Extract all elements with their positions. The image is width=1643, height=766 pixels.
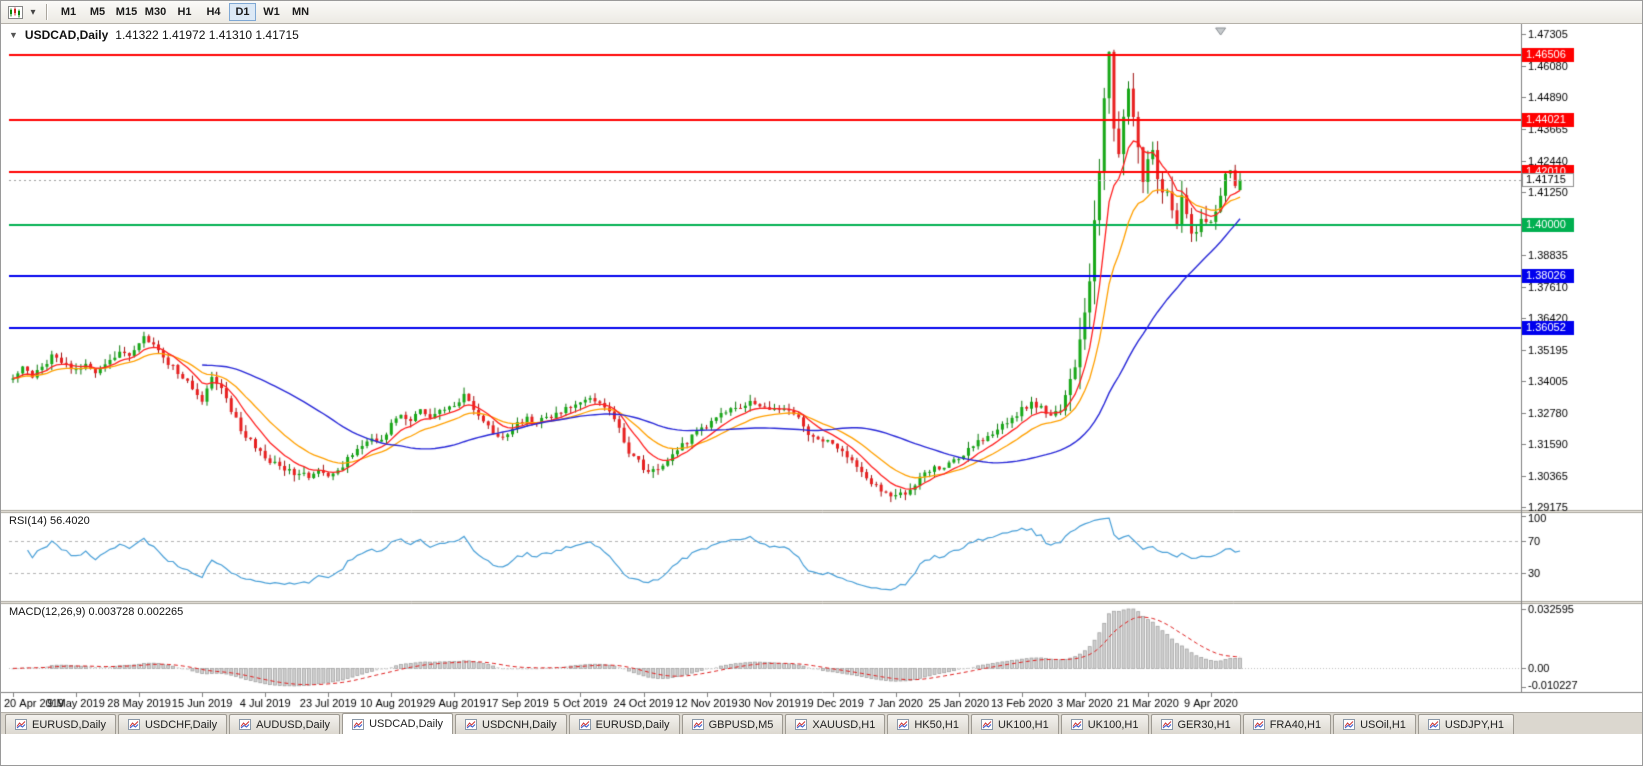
chart-title: ▼ USDCAD,Daily 1.41322 1.41972 1.41310 1… xyxy=(9,28,299,42)
chart-tab-icon xyxy=(980,719,993,730)
chart-tab-usdjpy-h1[interactable]: USDJPY,H1 xyxy=(1417,714,1515,734)
chart-tab-icon xyxy=(1427,719,1440,730)
timeframe-toolbar: ▾ M1 M5 M15 M30 H1 H4 D1 W1 MN xyxy=(1,1,1642,24)
chart-tab-usdchf-daily[interactable]: USDCHF,Daily xyxy=(117,714,228,734)
chart-tab-uk100-h1[interactable]: UK100,H1 xyxy=(1060,714,1149,734)
chart-tab-usoil-h1[interactable]: USOil,H1 xyxy=(1333,714,1416,734)
timeframe-button-d1[interactable]: D1 xyxy=(229,3,256,21)
timeframe-button-m1[interactable]: M1 xyxy=(55,3,82,21)
chart-tab-fra40-h1[interactable]: FRA40,H1 xyxy=(1242,714,1332,734)
chart-tab-label: GER30,H1 xyxy=(1177,718,1231,731)
chart-tab-icon xyxy=(795,719,808,730)
chart-area: ▼ USDCAD,Daily 1.41322 1.41972 1.41310 1… xyxy=(1,24,1642,712)
chart-tab-usdcad-daily[interactable]: USDCAD,Daily xyxy=(342,713,454,734)
timeframe-button-m15[interactable]: M15 xyxy=(113,3,140,21)
chart-tab-label: USDCHF,Daily xyxy=(144,718,218,731)
timeframe-button-w1[interactable]: W1 xyxy=(258,3,285,21)
price-chart-canvas[interactable] xyxy=(1,24,1642,712)
timeframe-button-mn[interactable]: MN xyxy=(287,3,314,21)
macd-indicator-label: MACD(12,26,9) 0.003728 0.002265 xyxy=(9,606,184,618)
chart-tab-label: USDCAD,Daily xyxy=(369,718,444,730)
chart-tab-label: XAUUSD,H1 xyxy=(812,718,876,731)
chart-tab-icon xyxy=(1343,719,1356,730)
chart-tab-label: AUDUSD,Daily xyxy=(256,718,331,731)
timeframe-button-m5[interactable]: M5 xyxy=(84,3,111,21)
chart-tab-bar: EURUSD,Daily USDCHF,Daily AUDUSD,Daily USDC… xyxy=(1,712,1642,734)
chart-tab-ger30-h1[interactable]: GER30,H1 xyxy=(1150,714,1241,734)
chart-tab-icon xyxy=(239,719,252,730)
chart-tab-label: GBPUSD,M5 xyxy=(708,718,774,731)
chart-type-icon[interactable] xyxy=(5,3,25,21)
chart-tab-icon xyxy=(578,719,591,730)
chart-tab-icon xyxy=(127,719,140,730)
chart-tab-label: USDCNH,Daily xyxy=(482,718,557,731)
chart-tab-icon xyxy=(1252,719,1265,730)
chart-tab-label: HK50,H1 xyxy=(914,718,959,731)
toolbar-separator xyxy=(46,4,47,20)
chart-tab-uk100-h1[interactable]: UK100,H1 xyxy=(970,714,1059,734)
chart-tab-label: USOil,H1 xyxy=(1360,718,1406,731)
timeframe-button-h4[interactable]: H4 xyxy=(200,3,227,21)
chart-tab-icon xyxy=(1160,719,1173,730)
chart-tab-label: UK100,H1 xyxy=(997,718,1049,731)
chart-tab-icon xyxy=(15,719,27,730)
chart-tab-label: EURUSD,Daily xyxy=(32,718,106,731)
chart-tab-hk50-h1[interactable]: HK50,H1 xyxy=(887,714,969,734)
one-click-collapse-icon[interactable]: ▼ xyxy=(9,30,18,40)
chart-tab-label: UK100,H1 xyxy=(1087,718,1139,731)
chart-type-dropdown-icon[interactable]: ▾ xyxy=(30,6,36,18)
chart-tab-label: USDJPY,H1 xyxy=(1444,718,1505,731)
chart-tab-icon xyxy=(897,719,910,730)
chart-tab-icon xyxy=(1070,719,1083,730)
chart-tab-icon xyxy=(465,719,478,730)
chart-tab-usdcnh-daily[interactable]: USDCNH,Daily xyxy=(455,714,567,734)
timeframe-button-m30[interactable]: M30 xyxy=(142,3,169,21)
chart-tab-eurusd-daily[interactable]: EURUSD,Daily xyxy=(568,714,680,734)
chart-tab-audusd-daily[interactable]: AUDUSD,Daily xyxy=(229,714,341,734)
rsi-indicator-label: RSI(14) 56.4020 xyxy=(9,515,90,527)
chart-tab-eurusd-daily[interactable]: EURUSD,Daily xyxy=(5,714,116,734)
chart-tab-gbpusd-m5[interactable]: GBPUSD,M5 xyxy=(681,714,784,734)
chart-tab-icon xyxy=(352,718,365,730)
bottom-spacer xyxy=(1,734,1642,765)
symbol-period-label: USDCAD,Daily xyxy=(24,28,109,42)
chart-tab-icon xyxy=(691,719,704,730)
chart-tab-xauusd-h1[interactable]: XAUUSD,H1 xyxy=(785,714,886,734)
timeframe-buttons-group: M1 M5 M15 M30 H1 H4 D1 W1 MN xyxy=(54,3,315,21)
timeframe-button-h1[interactable]: H1 xyxy=(171,3,198,21)
chart-tab-label: EURUSD,Daily xyxy=(595,718,670,731)
ohlc-values: 1.41322 1.41972 1.41310 1.41715 xyxy=(115,28,299,42)
chart-tab-label: FRA40,H1 xyxy=(1269,718,1322,731)
